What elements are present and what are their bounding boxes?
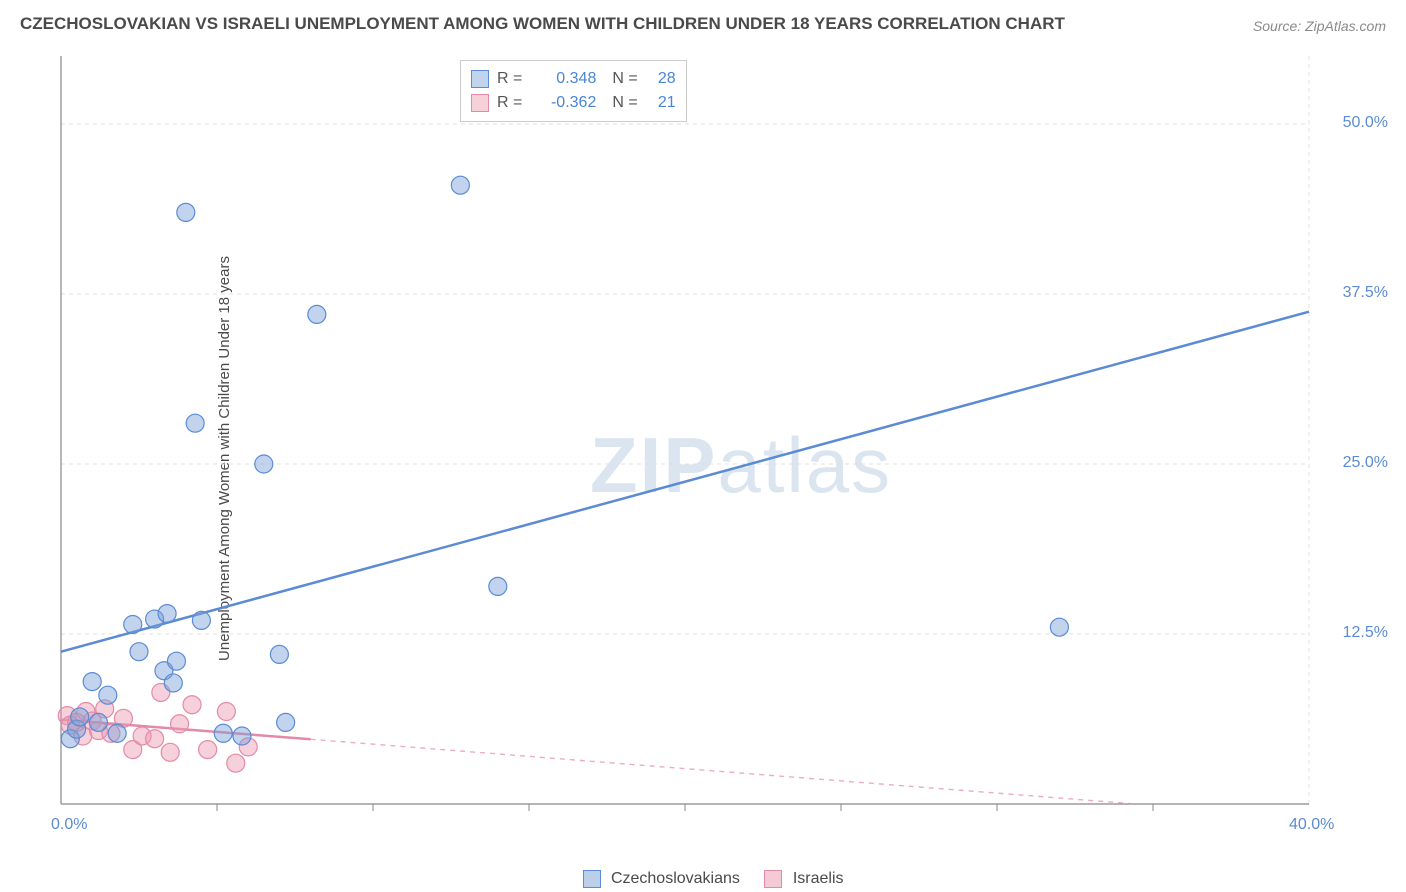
- legend-swatch-israeli: [764, 870, 782, 888]
- legend-row-israeli: R = -0.362 N = 21: [471, 91, 676, 115]
- legend-swatch-czech: [583, 870, 601, 888]
- r-label: R =: [497, 91, 522, 115]
- y-tick-label: 12.5%: [1343, 624, 1388, 642]
- chart-svg: [55, 52, 1355, 832]
- n-value-israeli: 21: [646, 91, 676, 115]
- n-label: N =: [612, 91, 637, 115]
- correlation-legend: R = 0.348 N = 28 R = -0.362 N = 21: [460, 60, 687, 122]
- legend-swatch-israeli: [471, 94, 489, 112]
- legend-label-israeli: Israelis: [793, 870, 844, 887]
- source-label: Source: ZipAtlas.com: [1253, 18, 1386, 34]
- chart-title: CZECHOSLOVAKIAN VS ISRAELI UNEMPLOYMENT …: [20, 14, 1065, 34]
- y-tick-label: 50.0%: [1343, 114, 1388, 132]
- r-label: R =: [497, 67, 522, 91]
- series-legend: Czechoslovakians Israelis: [0, 870, 1406, 888]
- chart-plot-area: [55, 52, 1355, 832]
- y-tick-label: 25.0%: [1343, 454, 1388, 472]
- x-tick-label: 40.0%: [1289, 816, 1334, 834]
- r-value-czech: 0.348: [530, 67, 596, 91]
- r-value-israeli: -0.362: [530, 91, 596, 115]
- y-tick-label: 37.5%: [1343, 284, 1388, 302]
- n-label: N =: [612, 67, 637, 91]
- legend-swatch-czech: [471, 70, 489, 88]
- n-value-czech: 28: [646, 67, 676, 91]
- x-tick-label: 0.0%: [51, 816, 87, 834]
- legend-label-czech: Czechoslovakians: [611, 870, 740, 887]
- legend-row-czech: R = 0.348 N = 28: [471, 67, 676, 91]
